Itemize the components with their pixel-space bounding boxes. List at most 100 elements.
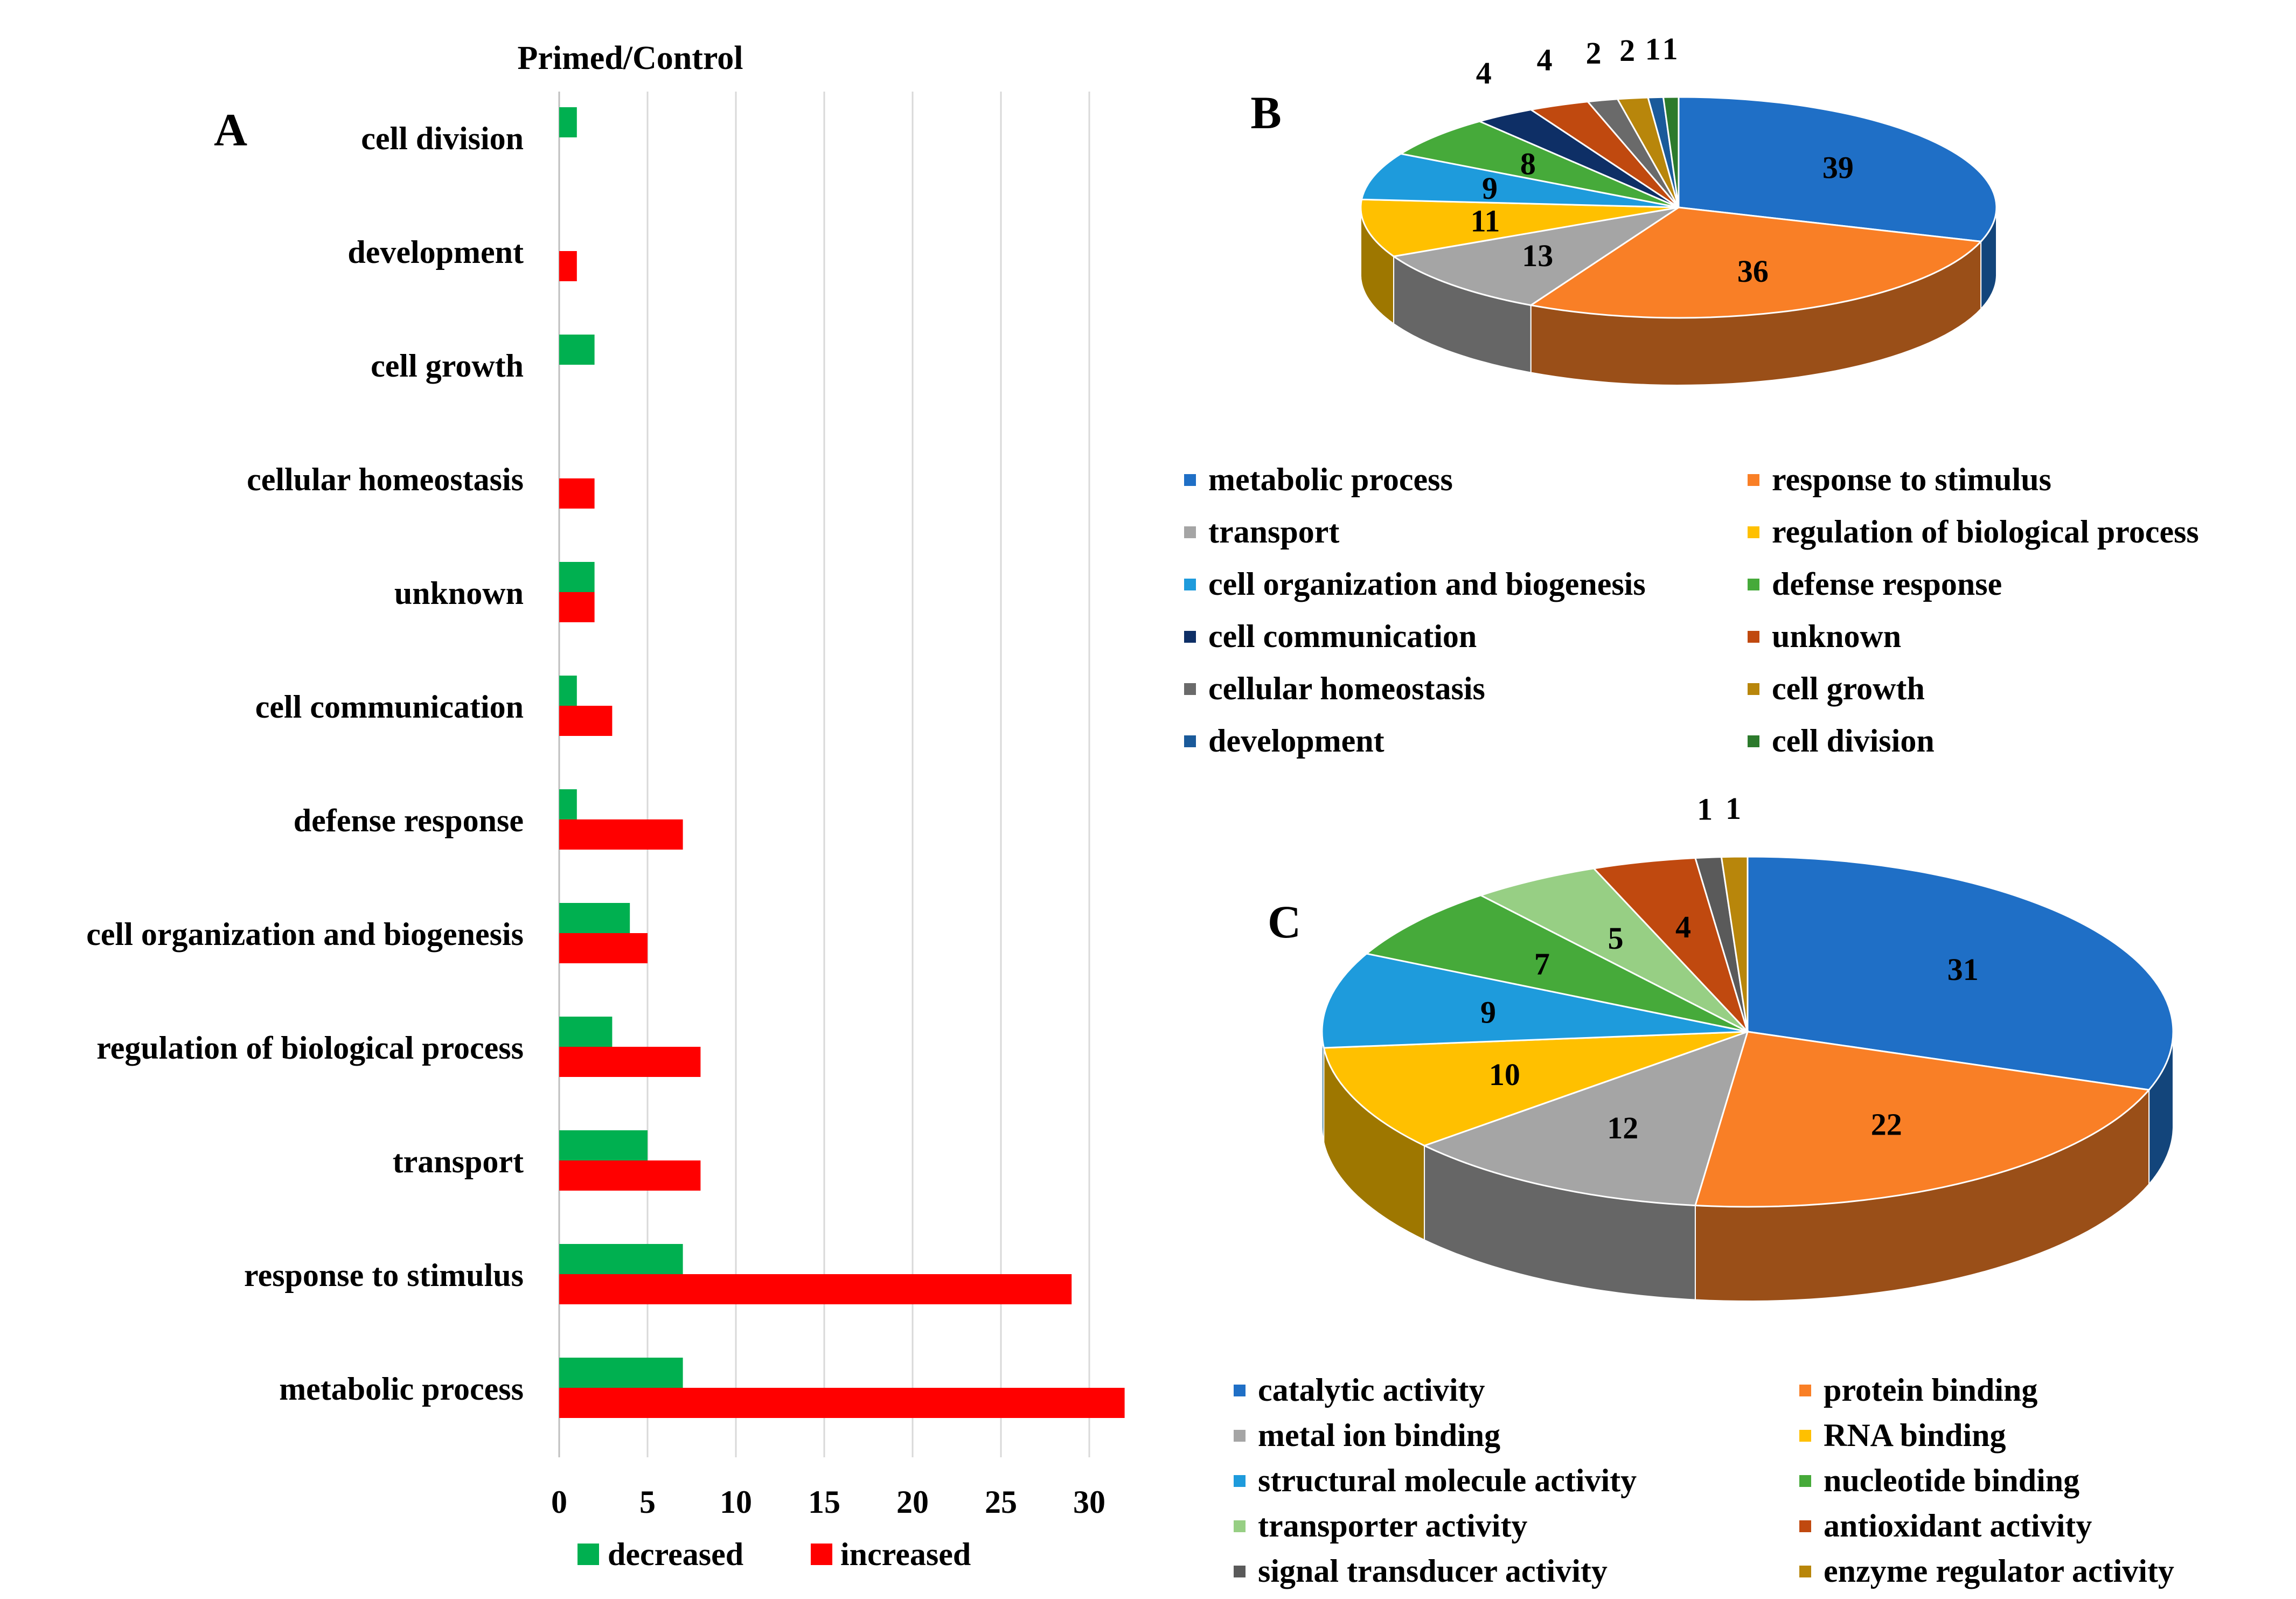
pie-b-slice-value: 4: [1476, 55, 1492, 91]
pie-b-legend-label: cell communication: [1208, 618, 1477, 654]
pie-c-slice: [1323, 1031, 1748, 1147]
pie-c-slice-value: 7: [1534, 947, 1550, 982]
x-tick-label-10: 10: [720, 1484, 752, 1520]
pie-c-legend-swatch: [1234, 1520, 1246, 1532]
pie-b-slice: [1662, 96, 1680, 208]
pie-c-slice: [1478, 867, 1749, 1033]
bar-decreased: [559, 903, 630, 933]
pie-b-legend-swatch: [1184, 735, 1196, 747]
bar-increased: [559, 251, 577, 281]
pie-b-legend-swatch: [1748, 579, 1759, 590]
pie-c-slice-value: 1: [1697, 792, 1713, 827]
pie-c-legend-label: nucleotide binding: [1824, 1463, 2079, 1498]
pie-b-legend-label: development: [1208, 723, 1384, 759]
pie-c-legend-label: metal ion binding: [1258, 1417, 1500, 1453]
bar-increased: [559, 706, 613, 736]
pie-b-slice-value: 13: [1522, 238, 1553, 273]
pie-chart-c: C 31 22 12 10 9 7 5 4 1 1 catalytic activity protei…: [1234, 791, 2174, 1589]
pie-b-legend-label: cellular homeostasis: [1208, 671, 1485, 706]
pie-b-slice-value: 1: [1645, 32, 1661, 67]
bar-decreased: [559, 335, 595, 365]
category-label: cell organization and biogenesis: [86, 916, 524, 952]
x-tick-label-30: 30: [1073, 1484, 1105, 1520]
pie-b-legend-label: response to stimulus: [1772, 462, 2051, 497]
category-label: metabolic process: [279, 1371, 524, 1407]
pie-c-legend-swatch: [1799, 1385, 1811, 1396]
pie-c-legend-swatch: [1234, 1430, 1246, 1442]
bar-chart: Primed/Control A 0 5 10 15 20 25 30 cell divisi…: [86, 40, 1125, 1572]
category-label: cell communication: [255, 689, 524, 725]
bar-decreased: [559, 789, 577, 819]
pie-b-slice: [1678, 96, 1998, 242]
pie-c-slice-value: 1: [1726, 791, 1741, 826]
pie-b-slice-value: 4: [1537, 42, 1553, 77]
pie-b-legend-swatch: [1748, 735, 1759, 747]
pie-b-slice-value: 9: [1482, 171, 1498, 206]
pie-b-slice: [1528, 206, 1983, 319]
bar-decreased: [559, 676, 577, 706]
pie-c-legend-swatch: [1799, 1566, 1811, 1577]
pie-b-legend-swatch: [1748, 474, 1759, 486]
category-label: cell division: [361, 121, 524, 156]
legend-swatch-decreased: [578, 1544, 599, 1565]
pie-c-slice-value: 22: [1871, 1107, 1902, 1142]
pie-b-legend-label: defense response: [1772, 566, 2002, 602]
pie-b-legend-label: unknown: [1772, 618, 1901, 654]
bar-decreased: [559, 1358, 683, 1388]
x-tick-label-0: 0: [551, 1484, 567, 1520]
bar-chart-gridlines: [558, 92, 1090, 1457]
pie-c-slice-value: 4: [1675, 909, 1691, 944]
bar-increased: [559, 478, 595, 509]
bar-decreased: [559, 1130, 648, 1160]
pie-b-legend-label: cell growth: [1772, 671, 1925, 706]
bar-increased: [559, 933, 648, 963]
pie-b-slice-value: 1: [1662, 31, 1678, 66]
pie-c-slice: [1720, 856, 1749, 1032]
pie-b-legend-swatch: [1184, 631, 1196, 643]
pie-c-legend-label: protein binding: [1824, 1372, 2037, 1408]
bar-increased: [559, 1274, 1072, 1304]
legend-label-increased: increased: [840, 1537, 971, 1572]
pie-c-legend-swatch: [1799, 1475, 1811, 1487]
pie-b-slice-value: 2: [1586, 36, 1602, 71]
category-label: regulation of biological process: [96, 1030, 524, 1066]
bar-increased: [559, 1388, 1125, 1418]
pie-c-slice: [1694, 1031, 2151, 1208]
pie-b-legend-label: transport: [1208, 514, 1339, 550]
pie-c-legend-swatch: [1234, 1475, 1246, 1487]
pie-b-legend-label: cell organization and biogenesis: [1208, 566, 1646, 602]
category-label: defense response: [294, 803, 524, 838]
pie-b-legend-swatch: [1748, 631, 1759, 643]
pie-c-slice-value: 5: [1608, 921, 1624, 956]
pie-c-slice: [1592, 857, 1749, 1033]
pie-b-legend-label: cell division: [1772, 723, 1935, 759]
bar-decreased: [559, 1017, 613, 1047]
pie-b-legend-swatch: [1184, 474, 1196, 486]
pie-b-legend-swatch: [1748, 683, 1759, 695]
legend-label-decreased: decreased: [608, 1537, 743, 1572]
pie-b-legend-label: metabolic process: [1208, 462, 1453, 497]
pie-c-slice: [1422, 1030, 1749, 1207]
category-label: unknown: [394, 575, 524, 611]
pie-c-legend-swatch: [1799, 1520, 1811, 1532]
pie-c-slice-value: 9: [1480, 995, 1496, 1030]
pie-b-legend-swatch: [1748, 526, 1759, 538]
pie-c-slice: [1747, 856, 2174, 1091]
pie-b-legend-label: regulation of biological process: [1772, 514, 2199, 550]
pie-b-slice: [1360, 198, 1679, 258]
x-tick-label-15: 15: [808, 1484, 840, 1520]
category-label: cellular homeostasis: [247, 462, 524, 497]
panel-letter-a: A: [214, 104, 247, 156]
x-tick-label-5: 5: [639, 1484, 656, 1520]
pie-c-legend-swatch: [1234, 1385, 1246, 1396]
pie-b-slice-value: 11: [1471, 204, 1500, 239]
pie-c-legend-label: signal transducer activity: [1258, 1553, 1608, 1589]
x-tick-label-25: 25: [985, 1484, 1017, 1520]
pie-b-legend-swatch: [1184, 526, 1196, 538]
x-tick-label-20: 20: [896, 1484, 929, 1520]
pie-c-legend-label: enzyme regulator activity: [1824, 1553, 2174, 1589]
pie-c-slice-value: 12: [1607, 1110, 1638, 1145]
pie-c-legend-label: transporter activity: [1258, 1508, 1527, 1544]
